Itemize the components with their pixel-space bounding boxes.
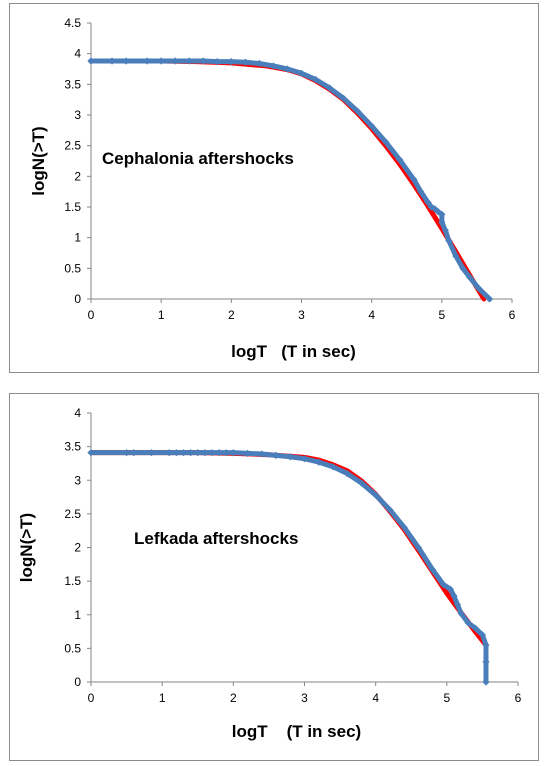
- y-tick-label: 4.5: [64, 16, 81, 30]
- data-point: [482, 678, 490, 686]
- fit-curve: [88, 58, 487, 302]
- x-tick-label: 6: [509, 308, 516, 322]
- data-point: [453, 601, 462, 609]
- data-point: [269, 62, 278, 70]
- data-point: [452, 252, 460, 260]
- data-point: [143, 57, 151, 65]
- fit-curve: [88, 450, 489, 648]
- data-point: [311, 75, 320, 84]
- data-point: [446, 585, 454, 593]
- data-point: [165, 449, 173, 457]
- data-point: [482, 658, 490, 666]
- x-tick-label: 3: [298, 308, 305, 322]
- y-tick-label: 2: [74, 169, 81, 183]
- y-axis-title: logN(>T): [17, 513, 36, 582]
- y-tick-label: 3.5: [64, 77, 81, 91]
- data-point: [171, 57, 179, 65]
- y-axis-title: logN(>T): [29, 126, 48, 195]
- x-tick-label: 2: [228, 308, 235, 322]
- y-tick-label: 0: [74, 675, 81, 689]
- y-tick-label: 2.5: [64, 139, 81, 153]
- y-tick-label: 3.5: [64, 440, 81, 454]
- x-tick-label: 6: [515, 691, 522, 705]
- data-point: [329, 463, 337, 471]
- y-tick-label: 1: [74, 231, 81, 245]
- data-point: [441, 226, 449, 234]
- data-point: [172, 449, 180, 457]
- data-point: [187, 449, 195, 457]
- x-axis-title: logT (T in sec): [232, 722, 361, 741]
- data-point: [227, 58, 235, 66]
- data-point: [157, 57, 165, 65]
- data-point: [179, 449, 188, 457]
- y-tick-label: 4: [74, 47, 81, 61]
- data-point: [485, 295, 494, 303]
- data-point: [199, 57, 207, 65]
- y-tick-label: 1.5: [64, 574, 81, 588]
- data-point: [87, 449, 95, 457]
- data-point: [147, 449, 156, 457]
- y-tick-label: 0.5: [64, 261, 81, 275]
- data-point: [445, 237, 453, 245]
- x-tick-label: 1: [158, 308, 165, 322]
- data-point: [417, 188, 425, 196]
- data-point: [396, 156, 404, 164]
- chart-annotation: Cephalonia aftershocks: [102, 149, 294, 168]
- data-point: [213, 58, 221, 66]
- chart-lefkada: 0 1 2 3 4 5 6 0 0.5 1 1.5 2 2.5 3 3.5 4 Lefkada aftersho…: [17, 406, 522, 741]
- x-tick-label: 2: [230, 691, 237, 705]
- chart-frame-lefkada: 0 1 2 3 4 5 6 0 0.5 1 1.5 2 2.5 3 3.5 4 Lefkada aftersho…: [9, 393, 539, 761]
- data-point: [410, 175, 418, 183]
- y-tick-label: 1: [74, 608, 81, 622]
- data-band: [88, 58, 493, 302]
- data-point: [87, 57, 95, 65]
- x-tick-label: 4: [372, 691, 379, 705]
- y-tick-label: 1.5: [64, 200, 81, 214]
- data-point: [438, 218, 446, 226]
- data-point: [241, 58, 249, 66]
- x-tick-label: 0: [88, 691, 95, 705]
- x-tick-label: 4: [368, 308, 375, 322]
- chart-cephalonia: 0 1 2 3 4 5 6 0 0.5 1 1.5 2 2.5 3 3.5 4 4.5 Cephalonia af…: [29, 16, 516, 361]
- chart-annotation: Lefkada aftershocks: [134, 529, 298, 548]
- data-point: [272, 451, 280, 459]
- data-point: [122, 449, 131, 457]
- data-point: [340, 94, 348, 103]
- data-point: [424, 198, 432, 206]
- y-tick-label: 3: [74, 473, 81, 487]
- data-point: [382, 138, 390, 146]
- data-point: [386, 506, 394, 514]
- y-tick-label: 0.5: [64, 641, 81, 655]
- data-point: [368, 122, 376, 130]
- data-point: [297, 69, 306, 77]
- data-point: [325, 84, 334, 92]
- data-point: [283, 65, 292, 73]
- x-tick-label: 1: [159, 691, 166, 705]
- y-tick-label: 4: [74, 406, 81, 420]
- chart-frame-cephalonia: 0 1 2 3 4 5 6 0 0.5 1 1.5 2 2.5 3 3.5 4 4.5 Cephalonia af…: [9, 3, 539, 373]
- x-tick-label: 5: [443, 691, 450, 705]
- x-tick-label: 3: [301, 691, 308, 705]
- data-point: [414, 543, 422, 552]
- x-axis-title: logT (T in sec): [231, 342, 356, 361]
- x-tick-label: 5: [438, 308, 445, 322]
- data-point: [466, 273, 474, 282]
- y-tick-label: 2: [74, 541, 81, 555]
- data-point: [474, 284, 482, 292]
- data-point: [429, 566, 437, 574]
- data-point: [459, 264, 467, 272]
- x-tick-label: 0: [88, 308, 95, 322]
- data-point: [354, 107, 362, 115]
- data-point: [427, 203, 435, 211]
- data-point: [185, 57, 193, 65]
- data-point: [357, 479, 366, 487]
- y-tick-label: 3: [74, 108, 81, 122]
- data-point: [130, 449, 138, 457]
- data-point: [122, 57, 130, 65]
- data-point: [108, 57, 116, 65]
- y-tick-label: 0: [74, 292, 81, 306]
- y-tick-label: 2.5: [64, 507, 81, 521]
- data-point: [438, 210, 446, 218]
